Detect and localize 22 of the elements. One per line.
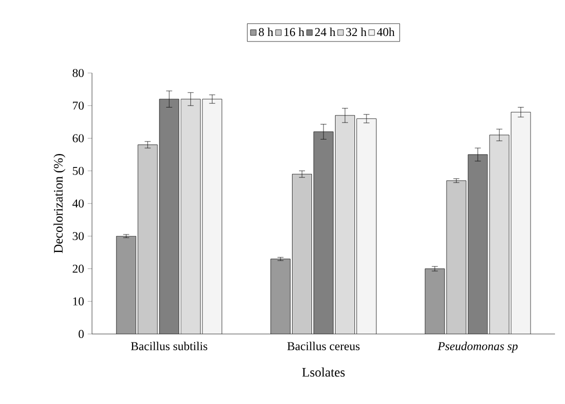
- x-tick-label: Bacillus subtilis: [131, 342, 208, 350]
- y-tick-label: 0: [78, 330, 84, 338]
- bar: [116, 236, 136, 334]
- bar: [270, 258, 290, 334]
- y-tick-label: 80: [72, 68, 84, 78]
- x-tick-label: Pseudomonas sp: [438, 342, 518, 353]
- y-tick-label: 60: [72, 134, 84, 142]
- x-axis-title: Lsolates: [302, 368, 345, 377]
- legend-label: 16 h: [284, 28, 304, 36]
- y-axis-title: Decolorization (%): [54, 154, 66, 254]
- legend-label: 8 h: [258, 28, 274, 36]
- y-tick-label: 40: [72, 199, 84, 208]
- legend-label: 24 h: [315, 28, 336, 36]
- bar: [424, 268, 445, 334]
- legend-label: 40h: [376, 28, 395, 36]
- y-tick-label: 70: [72, 102, 84, 110]
- y-tick-label: 30: [72, 232, 84, 240]
- y-tick-label: 50: [72, 166, 84, 175]
- y-tick-label: 20: [72, 264, 84, 273]
- y-tick-label: 10: [73, 297, 84, 306]
- x-tick-label: Bacillus cereus: [287, 342, 360, 350]
- legend-label: 32 h: [346, 28, 366, 36]
